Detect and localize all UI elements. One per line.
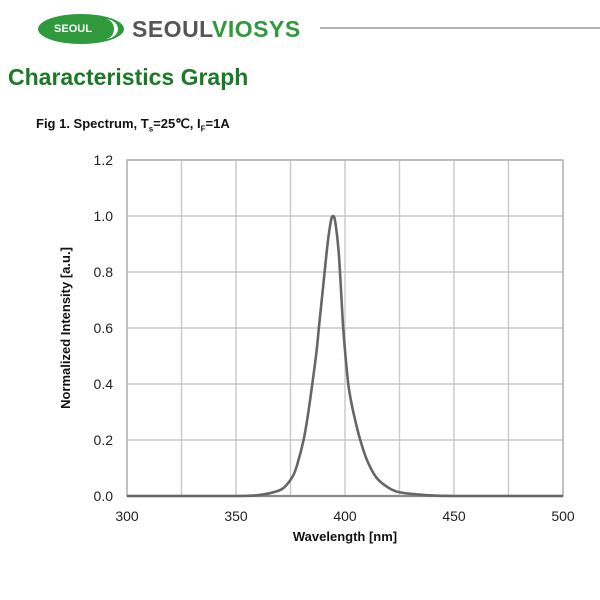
caption-part: =25℃, I	[153, 116, 201, 131]
y-axis-ticks: 0.0 0.2 0.4 0.6 0.8 1.0 1.2	[94, 152, 114, 504]
y-tick-label: 0.0	[94, 488, 114, 504]
brand-name: SEOULVIOSYS	[132, 16, 301, 43]
header-divider	[320, 27, 600, 29]
y-axis-label: Normalized Intensity [a.u.]	[58, 247, 73, 409]
brand-prefix: SEOUL	[132, 15, 213, 42]
caption-part: =1A	[205, 116, 230, 131]
figure-caption: Fig 1. Spectrum, Ts=25℃, IF=1A	[36, 116, 230, 134]
page-title: Characteristics Graph	[8, 64, 249, 90]
y-tick-label: 0.8	[94, 264, 114, 280]
y-tick-label: 1.0	[94, 208, 114, 224]
x-tick-label: 350	[224, 508, 248, 524]
y-tick-label: 0.4	[94, 376, 114, 392]
x-tick-label: 500	[551, 508, 575, 524]
y-tick-label: 0.2	[94, 432, 114, 448]
spectrum-line	[127, 214, 563, 498]
x-tick-label: 300	[115, 508, 139, 524]
x-tick-label: 450	[442, 508, 466, 524]
caption-sub: s	[148, 124, 154, 134]
chart-grid	[126, 159, 564, 498]
x-tick-label: 400	[333, 508, 357, 524]
brand-suffix: VIOSYS	[212, 15, 301, 42]
x-axis-label: Wavelength [nm]	[293, 529, 397, 544]
y-tick-label: 1.2	[94, 152, 114, 168]
logo-badge-text: SEOUL	[54, 23, 92, 35]
x-axis-ticks: 300 350 400 450 500	[115, 508, 575, 524]
logo-badge: SEOUL	[38, 14, 124, 44]
company-logo: SEOUL SEOULVIOSYS	[38, 14, 301, 44]
caption-sub: F	[200, 124, 206, 134]
caption-part: Fig 1. Spectrum, T	[36, 116, 149, 131]
y-tick-label: 0.6	[94, 320, 114, 336]
